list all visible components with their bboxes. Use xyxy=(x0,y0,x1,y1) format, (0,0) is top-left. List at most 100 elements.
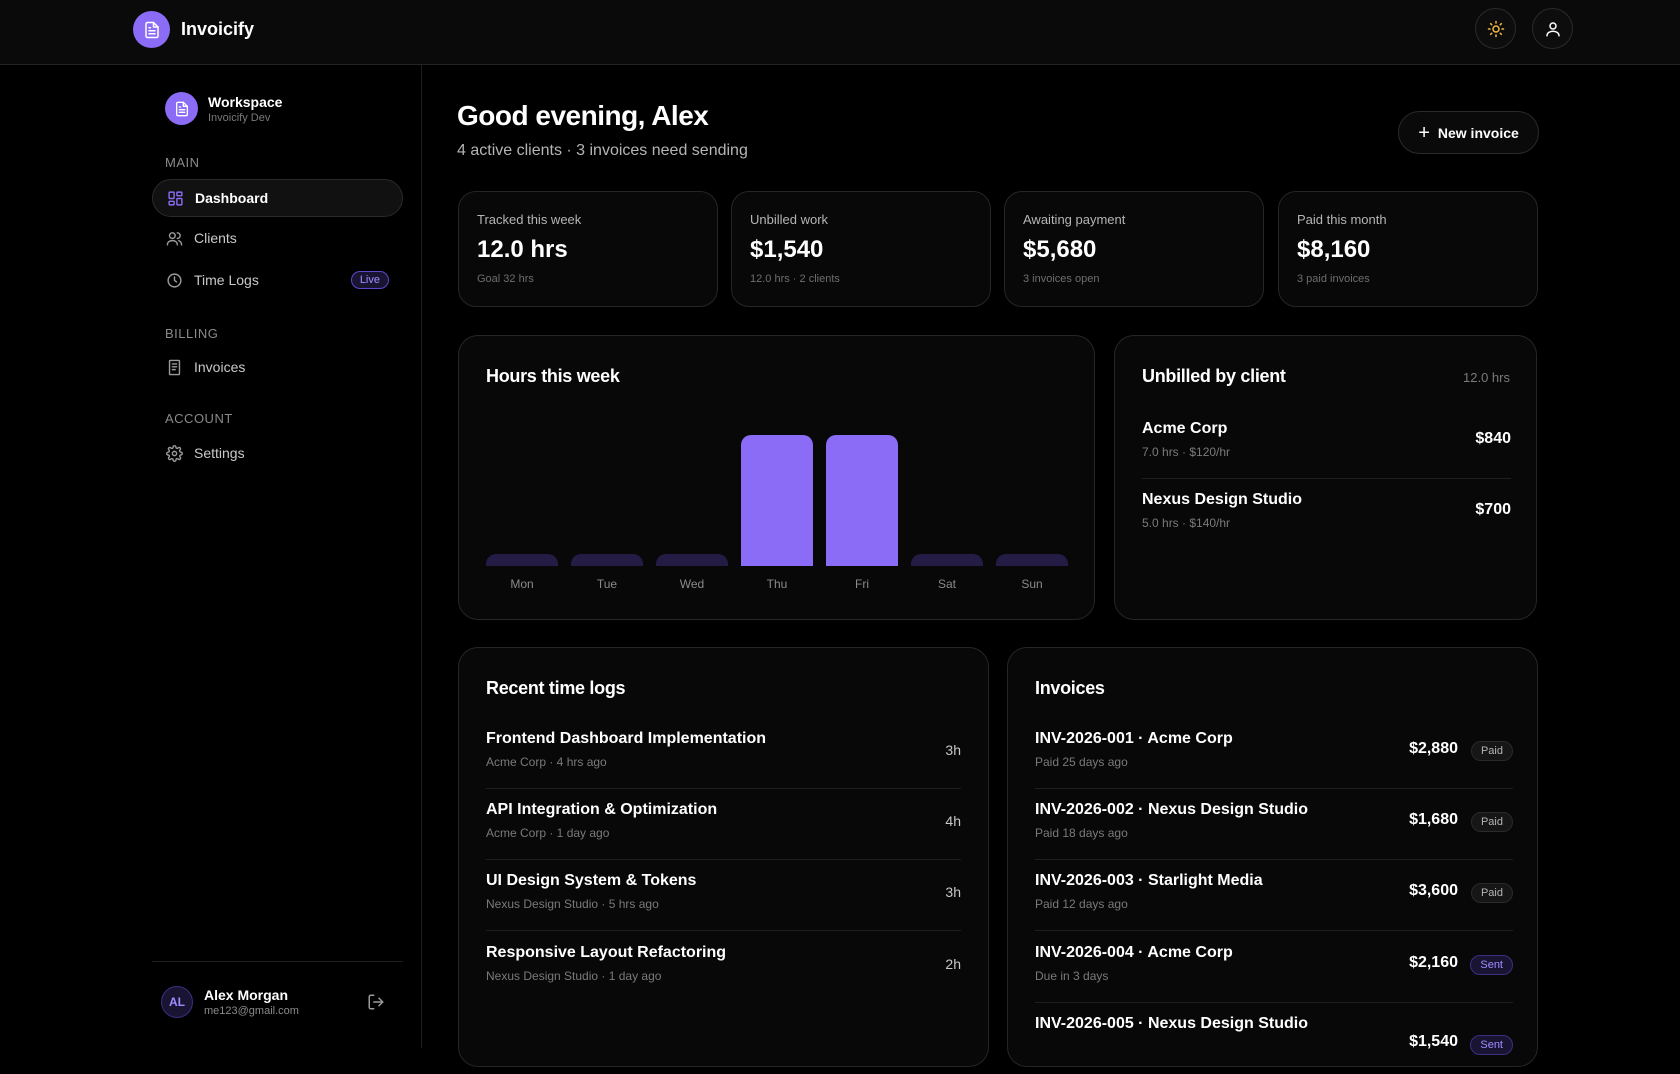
invoice-amount: $2,160 xyxy=(1409,954,1458,971)
bar-wed[interactable] xyxy=(656,554,728,566)
page-title: Good evening, Alex xyxy=(457,100,709,131)
card-title: Recent time logs xyxy=(486,678,626,698)
stat-card-unbilled: Unbilled work $1,540 12.0 hrs · 2 client… xyxy=(731,191,991,307)
bar-fri[interactable] xyxy=(826,435,898,566)
invoices-card: Invoices INV-2026-001 · Acme Corp Paid 2… xyxy=(1007,647,1538,1067)
user-profile[interactable]: AL Alex Morgan me123@gmail.com xyxy=(161,986,299,1018)
page-subtitle: 4 active clients · 3 invoices need sendi… xyxy=(457,142,748,159)
row-divider xyxy=(1035,930,1513,931)
row-divider xyxy=(1035,788,1513,789)
list-item[interactable]: API Integration & Optimization Acme Corp… xyxy=(486,789,961,860)
bar-tue[interactable] xyxy=(571,554,643,566)
client-row[interactable]: Acme Corp 7.0 hrs · $120/hr $840 xyxy=(1142,408,1511,479)
client-name: Nexus Design Studio xyxy=(1142,491,1303,508)
log-title: Frontend Dashboard Implementation xyxy=(486,730,767,747)
users-icon xyxy=(165,229,183,247)
logout-button[interactable] xyxy=(367,993,385,1016)
bar-thu[interactable] xyxy=(741,435,813,566)
workspace-title: Workspace xyxy=(208,93,283,110)
sidebar-item-clients[interactable]: Clients xyxy=(152,219,403,257)
log-hours: 3h xyxy=(945,884,961,900)
stat-card-awaiting: Awaiting payment $5,680 3 invoices open xyxy=(1004,191,1264,307)
invoice-title: INV-2026-002 · Nexus Design Studio xyxy=(1035,801,1308,818)
sidebar-divider xyxy=(152,961,403,962)
sidebar-item-label: Settings xyxy=(194,445,245,461)
stat-value: $1,540 xyxy=(750,236,824,263)
row-divider xyxy=(1035,1002,1513,1003)
table-row[interactable]: INV-2026-002 · Nexus Design Studio Paid … xyxy=(1035,789,1513,860)
invoice-sub: Paid 25 days ago xyxy=(1035,755,1128,769)
sidebar-item-label: Clients xyxy=(194,230,237,246)
bar-label: Wed xyxy=(679,577,705,591)
bar-label: Fri xyxy=(855,577,869,591)
stat-card-tracked: Tracked this week 12.0 hrs Goal 32 hrs xyxy=(458,191,718,307)
sidebar-item-settings[interactable]: Settings xyxy=(152,434,403,472)
log-sub: Acme Corp · 4 hrs ago xyxy=(486,755,607,769)
bar-sun[interactable] xyxy=(996,554,1068,566)
sidebar-item-label: Invoices xyxy=(194,359,246,375)
log-sub: Nexus Design Studio · 5 hrs ago xyxy=(486,897,659,911)
brand[interactable]: Invoicify xyxy=(133,11,254,48)
log-title: Responsive Layout Refactoring xyxy=(486,944,727,961)
sidebar-item-time-logs[interactable]: Time Logs Live xyxy=(152,261,403,299)
sidebar-item-dashboard[interactable]: Dashboard xyxy=(152,179,403,217)
new-invoice-button[interactable]: + New invoice xyxy=(1398,111,1539,154)
user-icon xyxy=(1545,21,1560,36)
invoice-sub: Paid 18 days ago xyxy=(1035,826,1128,840)
list-item[interactable]: Responsive Layout Refactoring Nexus Desi… xyxy=(486,932,961,1003)
workspace-switcher[interactable]: Workspace Invoicify Dev xyxy=(165,92,282,125)
bar-label: Tue xyxy=(596,577,618,591)
invoice-title: INV-2026-001 · Acme Corp xyxy=(1035,730,1233,747)
invoice-amount: $1,680 xyxy=(1409,811,1458,828)
bar-mon[interactable] xyxy=(486,554,558,566)
client-name: Acme Corp xyxy=(1142,420,1228,437)
top-bar: Invoicify xyxy=(0,0,1680,65)
invoice-amount: $2,880 xyxy=(1409,740,1458,757)
plus-icon: + xyxy=(1418,121,1430,144)
row-divider xyxy=(1142,478,1511,479)
recent-time-logs-card: Recent time logs Frontend Dashboard Impl… xyxy=(458,647,989,1067)
log-sub: Acme Corp · 1 day ago xyxy=(486,826,610,840)
profile-button[interactable] xyxy=(1532,8,1573,49)
table-row[interactable]: INV-2026-003 · Starlight Media Paid 12 d… xyxy=(1035,860,1513,931)
clock-icon xyxy=(165,271,183,289)
sidebar-item-label: Time Logs xyxy=(194,272,259,288)
client-amount: $840 xyxy=(1475,430,1511,447)
table-row[interactable]: INV-2026-004 · Acme Corp Due in 3 days $… xyxy=(1035,932,1513,1003)
section-label-account: ACCOUNT xyxy=(165,411,233,426)
client-amount: $700 xyxy=(1475,501,1511,518)
live-badge: Live xyxy=(350,271,389,289)
stat-label: Awaiting payment xyxy=(1023,212,1126,227)
theme-toggle-button[interactable] xyxy=(1475,8,1516,49)
client-row[interactable]: Nexus Design Studio 5.0 hrs · $140/hr $7… xyxy=(1142,479,1511,550)
stat-label: Unbilled work xyxy=(750,212,829,227)
card-title: Unbilled by client xyxy=(1142,366,1286,386)
bar-sat[interactable] xyxy=(911,554,983,566)
client-sub: 7.0 hrs · $120/hr xyxy=(1142,445,1231,459)
section-label-main: MAIN xyxy=(165,155,200,170)
stat-note: Goal 32 hrs xyxy=(477,273,534,285)
invoice-title: INV-2026-004 · Acme Corp xyxy=(1035,944,1233,961)
list-item[interactable]: Frontend Dashboard Implementation Acme C… xyxy=(486,718,961,789)
status-badge: Paid xyxy=(1470,883,1513,903)
list-item[interactable]: UI Design System & Tokens Nexus Design S… xyxy=(486,860,961,931)
stat-label: Paid this month xyxy=(1297,212,1387,227)
table-row[interactable]: INV-2026-005 · Nexus Design Studio $1,54… xyxy=(1035,1003,1513,1074)
sidebar-item-invoices[interactable]: Invoices xyxy=(152,348,403,386)
invoice-sub: Paid 12 days ago xyxy=(1035,897,1128,911)
log-title: API Integration & Optimization xyxy=(486,801,718,818)
invoice-sub: Due in 3 days xyxy=(1035,969,1109,983)
bar-label: Mon xyxy=(510,577,534,591)
unbilled-card: Unbilled by client 12.0 hrs Acme Corp 7.… xyxy=(1114,335,1537,620)
stat-note: 12.0 hrs · 2 clients xyxy=(750,273,840,285)
status-badge: Paid xyxy=(1470,741,1513,761)
bar-label: Thu xyxy=(766,577,788,591)
stat-note: 3 paid invoices xyxy=(1297,273,1370,285)
log-hours: 3h xyxy=(945,742,961,758)
row-divider xyxy=(486,930,961,931)
stat-value: $8,160 xyxy=(1297,236,1371,263)
stat-value: 12.0 hrs xyxy=(477,236,568,263)
status-badge: Sent xyxy=(1470,1035,1513,1055)
table-row[interactable]: INV-2026-001 · Acme Corp Paid 25 days ag… xyxy=(1035,718,1513,789)
status-badge: Sent xyxy=(1470,955,1513,975)
